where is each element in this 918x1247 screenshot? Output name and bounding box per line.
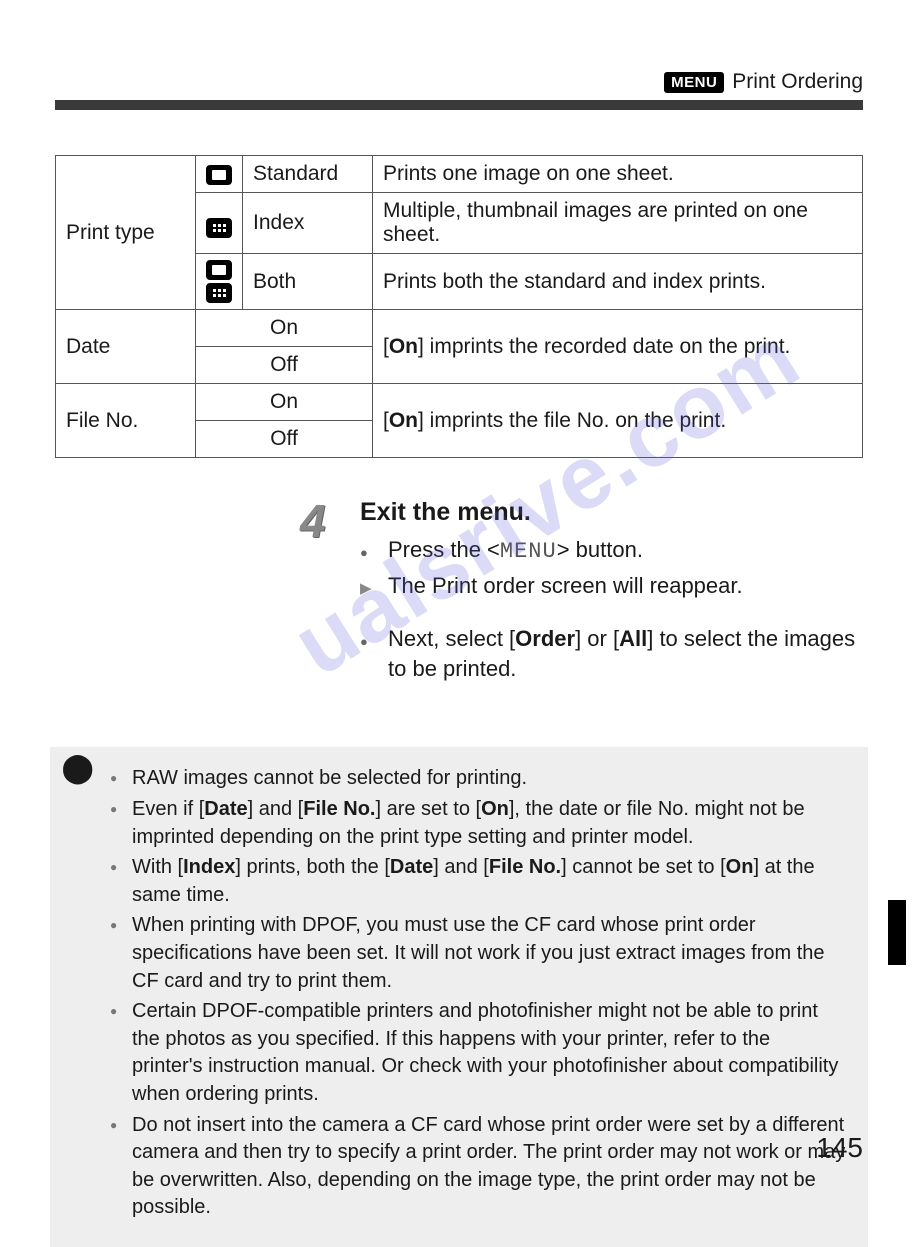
index-desc: Multiple, thumbnail images are printed o… [373,193,863,254]
warning-icon: ⬤ [62,751,93,784]
header-title: Print Ordering [732,70,863,94]
note-6: Do not insert into the camera a CF card … [110,1112,846,1222]
both-icon [196,254,243,310]
section-tab [888,900,906,965]
warning-notes: ⬤ RAW images cannot be selected for prin… [50,747,868,1247]
index-icon [196,193,243,254]
date-desc: [On] imprints the recorded date on the p… [373,310,863,384]
note-4: When printing with DPOF, you must use th… [110,912,846,995]
step-line-1: Press the <MENU> button. [360,535,863,567]
step-body: Exit the menu. Press the <MENU> button. … [360,498,863,687]
fileno-desc: [On] imprints the file No. on the print. [373,384,863,458]
fileno-on: On [196,384,373,421]
note-1: RAW images cannot be selected for printi… [110,765,846,793]
menu-badge: MENU [664,72,724,93]
step-line-3: Next, select [Order] or [All] to select … [360,624,863,683]
standard-icon [196,156,243,193]
note-5: Certain DPOF-compatible printers and pho… [110,998,846,1108]
standard-name: Standard [243,156,373,193]
step-line-2: The Print order screen will reappear. [360,571,863,602]
date-label: Date [56,310,196,384]
print-type-label: Print type [56,156,196,310]
both-desc: Prints both the standard and index print… [373,254,863,310]
index-name: Index [243,193,373,254]
page-header: MENU Print Ordering [55,70,863,94]
date-off: Off [196,347,373,384]
step-title: Exit the menu. [360,498,863,527]
date-on: On [196,310,373,347]
step-4: 4 Exit the menu. Press the <MENU> button… [300,498,863,687]
fileno-off: Off [196,421,373,458]
standard-desc: Prints one image on one sheet. [373,156,863,193]
note-2: Even if [Date] and [File No.] are set to… [110,796,846,851]
options-table: Print type Standard Prints one image on … [55,155,863,458]
fileno-label: File No. [56,384,196,458]
header-divider [55,100,863,110]
page-number: 145 [816,1132,863,1164]
both-name: Both [243,254,373,310]
note-3: With [Index] prints, both the [Date] and… [110,854,846,909]
step-number: 4 [300,498,340,687]
